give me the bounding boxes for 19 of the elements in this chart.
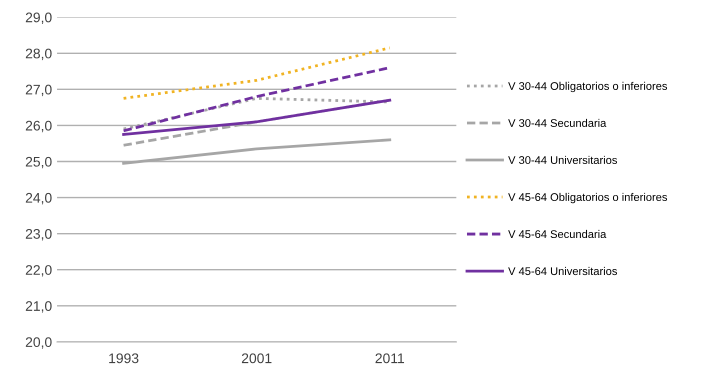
x-tick-label: 1993 [109, 353, 138, 364]
y-tick-label: 20,0 [26, 337, 52, 349]
y-tick-label: 25,0 [26, 156, 52, 168]
y-tick-label: 29,0 [26, 12, 52, 24]
legend-label: V 30-44 Obligatorios o inferiores [508, 82, 668, 92]
y-tick-label: 24,0 [26, 192, 52, 204]
legend-label: V 30-44 Secundaria [508, 118, 606, 127]
y-tick-label: 23,0 [26, 228, 52, 240]
y-tick-label: 22,0 [26, 265, 52, 277]
y-tick-label: 26,0 [26, 120, 52, 132]
x-tick-label: 2011 [376, 353, 404, 364]
legend-label: V 30-44 Universitarios [508, 156, 617, 164]
y-tick-label: 27,0 [26, 84, 52, 96]
legend-label: V 45-64 Obligatorios o inferiores [508, 192, 668, 204]
legend-label: V 45-64 Secundaria [508, 230, 606, 238]
y-tick-label: 21,0 [26, 301, 52, 313]
legend-label: V 45-64 Universitarios [508, 266, 617, 276]
x-tick-label: 2001 [242, 353, 272, 364]
y-tick-label: 28,0 [26, 48, 52, 60]
